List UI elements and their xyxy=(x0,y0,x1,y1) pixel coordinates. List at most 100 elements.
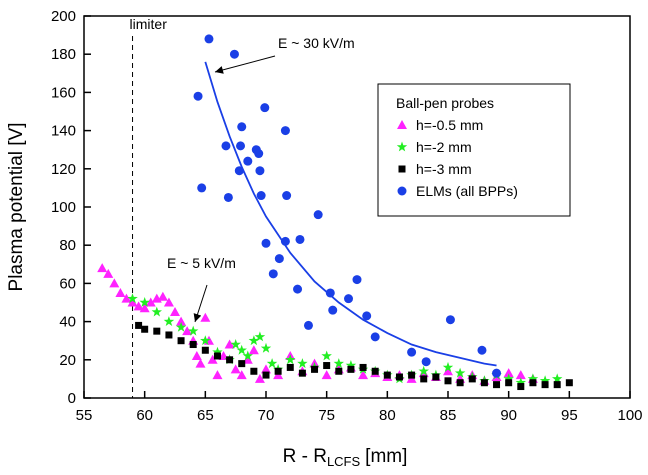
data-point xyxy=(477,345,487,355)
data-point xyxy=(515,377,526,388)
data-point xyxy=(345,360,357,370)
y-tick-label: 0 xyxy=(68,390,76,407)
data-point xyxy=(204,34,214,44)
data-point xyxy=(213,352,221,360)
y-tick-label: 20 xyxy=(59,352,76,369)
y-tick-label: 180 xyxy=(51,46,76,63)
data-point xyxy=(298,369,306,377)
legend-label: h=-3 mm xyxy=(416,161,472,177)
data-point xyxy=(191,350,202,360)
data-point xyxy=(333,358,344,369)
data-point xyxy=(383,371,391,379)
data-point xyxy=(176,316,187,326)
data-point xyxy=(242,350,253,361)
data-point xyxy=(362,311,372,321)
data-point xyxy=(282,191,292,201)
data-point xyxy=(163,297,174,307)
data-point xyxy=(420,375,428,383)
plot-frame xyxy=(83,15,631,399)
y-tick-label: 160 xyxy=(51,84,76,101)
annotation: E ~ 30 kV/m xyxy=(278,35,355,51)
data-point xyxy=(408,371,416,379)
data-point xyxy=(223,192,233,202)
legend-label: ELMs (all BPPs) xyxy=(416,183,518,199)
x-tick-label: 85 xyxy=(440,407,457,424)
data-point xyxy=(352,275,362,285)
data-point xyxy=(565,379,573,387)
y-tick-label: 60 xyxy=(59,275,76,292)
x-tick-label: 55 xyxy=(76,407,93,424)
data-point xyxy=(255,166,265,176)
x-tick-label: 75 xyxy=(318,407,335,424)
y-tick-label: 120 xyxy=(51,161,76,178)
data-point xyxy=(358,370,369,380)
legend-box xyxy=(377,83,571,217)
data-point xyxy=(226,356,234,364)
data-point xyxy=(121,293,132,303)
data-point xyxy=(335,367,343,375)
data-point xyxy=(529,379,537,387)
data-point xyxy=(266,358,278,369)
data-point xyxy=(303,320,313,330)
data-point xyxy=(295,234,305,244)
data-point xyxy=(182,326,193,336)
data-point xyxy=(238,360,246,368)
data-point xyxy=(268,269,278,279)
data-point xyxy=(370,332,380,342)
data-point xyxy=(517,383,525,391)
legend-marker xyxy=(397,120,407,129)
legend-marker xyxy=(398,165,406,173)
data-point xyxy=(212,346,223,357)
data-point xyxy=(442,361,454,372)
data-point xyxy=(323,362,331,370)
data-point xyxy=(141,325,149,333)
data-point xyxy=(200,312,211,322)
data-point xyxy=(468,375,476,383)
data-point xyxy=(139,297,150,307)
data-point xyxy=(248,335,260,346)
data-point xyxy=(456,379,464,387)
x-title-unit: [mm] xyxy=(365,446,407,467)
data-point xyxy=(261,238,271,248)
data-point xyxy=(221,141,231,151)
data-point xyxy=(165,331,173,339)
y-tick-label: 40 xyxy=(59,314,76,331)
data-point xyxy=(539,375,551,386)
data-point xyxy=(541,381,549,389)
y-axis-title: Plasma potential [V] xyxy=(6,123,27,292)
data-point xyxy=(262,371,270,379)
data-point xyxy=(97,263,108,273)
data-point xyxy=(286,363,294,371)
data-point xyxy=(311,365,319,373)
data-point xyxy=(254,149,264,159)
data-point xyxy=(224,339,235,349)
data-point xyxy=(552,373,563,384)
data-point xyxy=(445,315,455,325)
data-point xyxy=(218,350,229,360)
data-point xyxy=(212,370,223,380)
data-point xyxy=(163,316,175,326)
data-point xyxy=(261,364,271,374)
data-point xyxy=(115,287,126,297)
data-point xyxy=(321,350,332,361)
data-point xyxy=(395,373,403,381)
data-point xyxy=(274,367,282,375)
annotation-arrow xyxy=(214,55,276,74)
data-point xyxy=(493,381,501,389)
data-point xyxy=(325,288,335,298)
data-point xyxy=(207,354,218,364)
data-point xyxy=(328,305,338,315)
legend-marker xyxy=(397,186,407,196)
data-point xyxy=(260,103,270,113)
data-point xyxy=(313,210,323,220)
data-point xyxy=(248,345,259,355)
data-point xyxy=(201,346,209,354)
legend-label: h=-0.5 mm xyxy=(416,117,483,133)
x-tick-label: 65 xyxy=(197,407,214,424)
x-tick-label: 95 xyxy=(561,407,578,424)
data-point xyxy=(254,331,266,342)
data-point xyxy=(188,325,199,336)
data-point xyxy=(492,368,502,378)
data-point xyxy=(189,341,197,349)
